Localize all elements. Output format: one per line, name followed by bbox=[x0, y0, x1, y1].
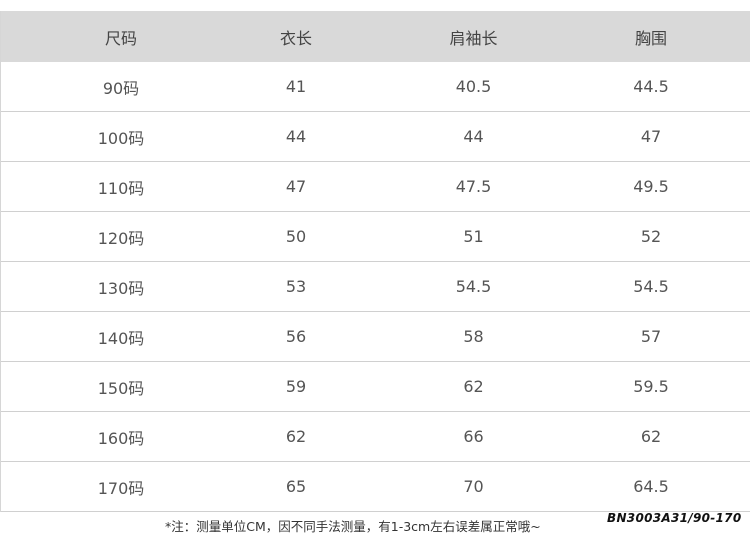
cell-chest: 64.5 bbox=[633, 477, 669, 496]
cell-size: 110码 bbox=[97, 178, 145, 198]
cell-length: 44 bbox=[285, 127, 307, 146]
cell-sleeve-length: 62 bbox=[463, 377, 484, 396]
measurement-note: *注：测量单位CM，因不同手法测量，有1-3cm左右误差属正常哦~ bbox=[165, 519, 541, 534]
cell-length: 50 bbox=[285, 227, 307, 246]
cell-chest: 59.5 bbox=[633, 377, 669, 396]
cell-chest: 49.5 bbox=[633, 177, 669, 196]
cell-sleeve-length: 70 bbox=[463, 477, 484, 496]
cell-sleeve-length: 44 bbox=[463, 127, 484, 146]
cell-sleeve-length: 51 bbox=[463, 227, 484, 246]
cell-size: 140码 bbox=[97, 328, 145, 348]
table-row: 150码 59 62 59.5 bbox=[1, 362, 750, 412]
cell-sleeve-length: 66 bbox=[463, 427, 484, 446]
table-row: 140码 56 58 57 bbox=[1, 312, 750, 362]
table-row: 100码 44 44 47 bbox=[1, 112, 750, 162]
cell-size: 170码 bbox=[97, 478, 145, 498]
product-code: BN3003A31/90-170 bbox=[607, 511, 742, 525]
cell-size: 130码 bbox=[97, 278, 145, 298]
cell-size: 90码 bbox=[102, 78, 140, 98]
table-row: 120码 50 51 52 bbox=[1, 212, 750, 262]
cell-length: 65 bbox=[285, 477, 307, 496]
header-size: 尺码 bbox=[104, 28, 137, 48]
cell-chest: 52 bbox=[640, 227, 662, 246]
cell-size: 120码 bbox=[97, 228, 145, 248]
cell-length: 62 bbox=[285, 427, 307, 446]
cell-size: 160码 bbox=[97, 428, 145, 448]
cell-length: 53 bbox=[285, 277, 307, 296]
cell-length: 56 bbox=[285, 327, 307, 346]
cell-sleeve-length: 40.5 bbox=[455, 77, 492, 96]
table-row: 160码 62 66 62 bbox=[1, 412, 750, 462]
cell-chest: 62 bbox=[640, 427, 662, 446]
cell-sleeve-length: 54.5 bbox=[455, 277, 492, 296]
cell-size: 100码 bbox=[97, 128, 145, 148]
cell-chest: 44.5 bbox=[633, 77, 669, 96]
cell-length: 59 bbox=[285, 377, 307, 396]
header-length: 衣长 bbox=[279, 28, 312, 48]
cell-chest: 47 bbox=[640, 127, 662, 146]
cell-sleeve-length: 58 bbox=[463, 327, 484, 346]
cell-size: 150码 bbox=[97, 378, 145, 398]
cell-sleeve-length: 47.5 bbox=[455, 177, 492, 196]
table-header-row: 尺码 衣长 肩袖长 胸围 bbox=[1, 11, 750, 62]
header-sleeve-length: 肩袖长 bbox=[449, 28, 498, 48]
size-chart-table: 尺码 衣长 肩袖长 胸围 90码 41 40.5 44.5 100码 44 44 47 110码… bbox=[0, 11, 750, 512]
table-row: 110码 47 47.5 49.5 bbox=[1, 162, 750, 212]
cell-chest: 57 bbox=[640, 327, 662, 346]
cell-length: 47 bbox=[285, 177, 307, 196]
table-row: 170码 65 70 64.5 bbox=[1, 462, 750, 512]
table-row: 130码 53 54.5 54.5 bbox=[1, 262, 750, 312]
header-chest: 胸围 bbox=[634, 28, 667, 48]
table-row: 90码 41 40.5 44.5 bbox=[1, 62, 750, 112]
cell-chest: 54.5 bbox=[633, 277, 669, 296]
cell-length: 41 bbox=[285, 77, 307, 96]
